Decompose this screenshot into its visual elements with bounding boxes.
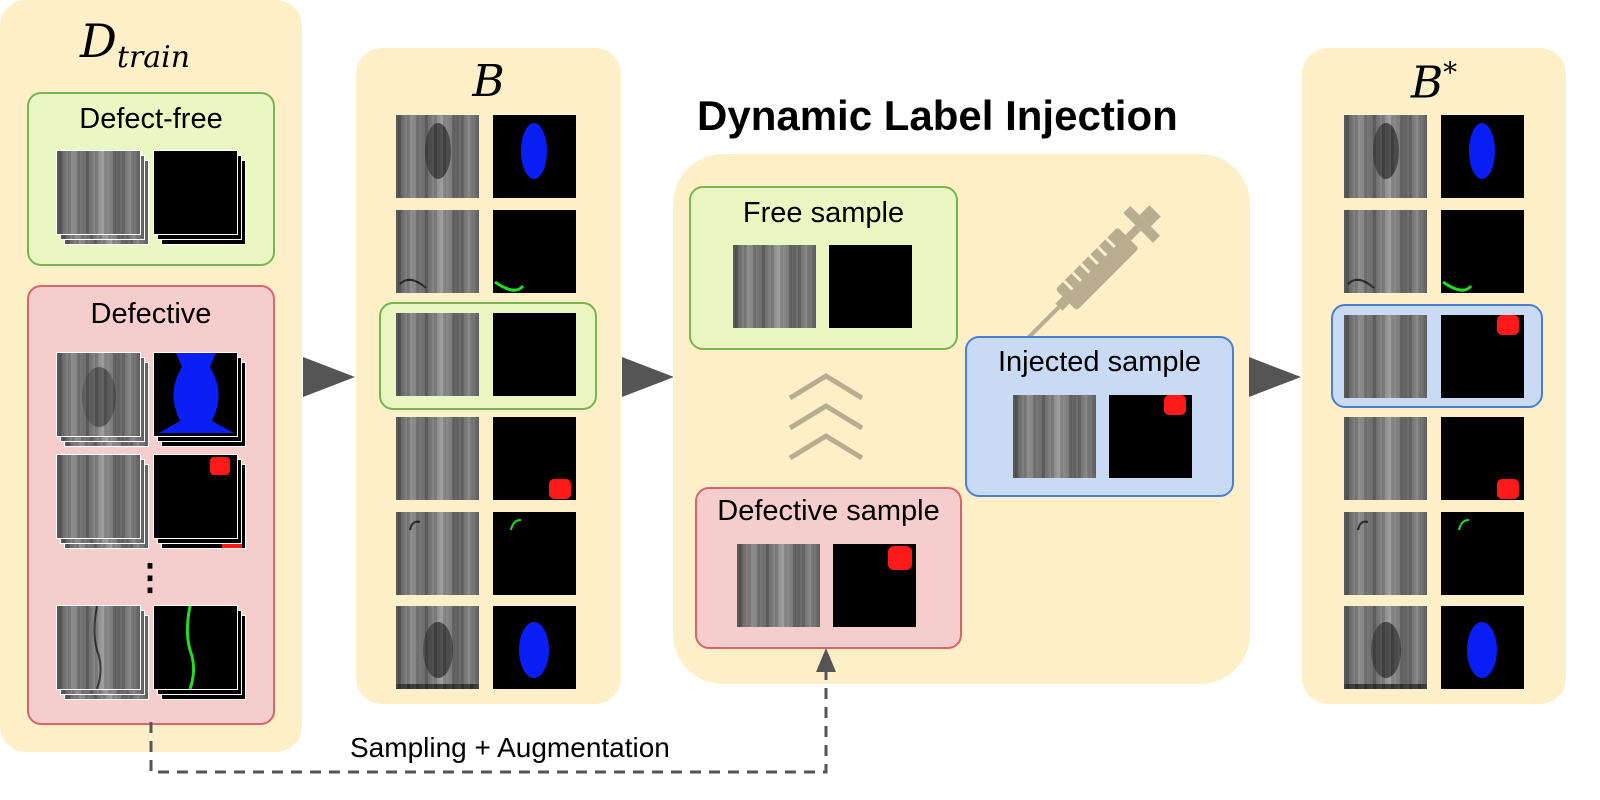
batch-star-title-main: B [1410, 57, 1444, 109]
batch-star-row-image-5 [1344, 512, 1427, 595]
free-sample-mask [829, 245, 912, 328]
batch-star-row-image-6 [1344, 606, 1427, 689]
chevron-up-icon [788, 373, 864, 461]
batch-title: B [472, 56, 505, 107]
injected-sample-image [1013, 395, 1096, 478]
batch-star-row-mask-2 [1441, 210, 1524, 293]
ellipsis: ⋮ [132, 556, 168, 597]
batch-row-mask-2 [493, 210, 576, 293]
batch-star-row-mask-6 [1441, 606, 1524, 689]
defective-label: Defective [90, 298, 212, 330]
batch-row-mask-1 [493, 115, 576, 198]
defect-free-label: Defect-free [79, 103, 223, 135]
batch-star-row-image-2 [1344, 210, 1427, 293]
batch-row-mask-5 [493, 512, 576, 595]
batch-row-mask-3 [493, 313, 576, 396]
defective-sample-image [737, 544, 820, 627]
batch-row-image-5 [396, 512, 479, 595]
dli-title: Dynamic Label Injection [697, 92, 1178, 139]
batch-star-row-image-4 [1344, 417, 1427, 500]
batch-row-image-6 [396, 606, 479, 689]
batch-star-title: B* [1302, 56, 1566, 109]
free-sample-image [733, 245, 816, 328]
batch-star-row-mask-3 [1441, 315, 1524, 398]
batch-row-image-3 [396, 313, 479, 396]
batch-star-row-mask-1 [1441, 115, 1524, 198]
batch-row-mask-4 [493, 417, 576, 500]
batch-row-image-4 [396, 417, 479, 500]
arrow-right-icon [622, 357, 674, 397]
syringe-icon [1022, 205, 1161, 344]
batch-row-mask-6 [493, 606, 576, 689]
train-dataset-title: Dtrain [80, 14, 190, 75]
batch-row-image-1 [396, 115, 479, 198]
defective-sample-mask [833, 544, 916, 627]
arrow-right-icon [1249, 357, 1301, 397]
arrow-right-icon [303, 357, 355, 397]
batch-star-row-image-3 [1344, 315, 1427, 398]
batch-star-row-mask-5 [1441, 512, 1524, 595]
batch-star-row-image-1 [1344, 115, 1427, 198]
batch-row-image-2 [396, 210, 479, 293]
train-title-sub: train [116, 40, 191, 76]
sampling-label: Sampling + Augmentation [350, 732, 670, 763]
train-title-main: D [80, 14, 117, 68]
injected-sample-mask [1109, 395, 1192, 478]
batch-star-title-sup: * [1443, 56, 1458, 89]
defective-sample-label: Defective sample [717, 495, 940, 527]
free-sample-label: Free sample [742, 197, 905, 229]
injected-sample-label: Injected sample [997, 346, 1202, 378]
batch-star-row-mask-4 [1441, 417, 1524, 500]
